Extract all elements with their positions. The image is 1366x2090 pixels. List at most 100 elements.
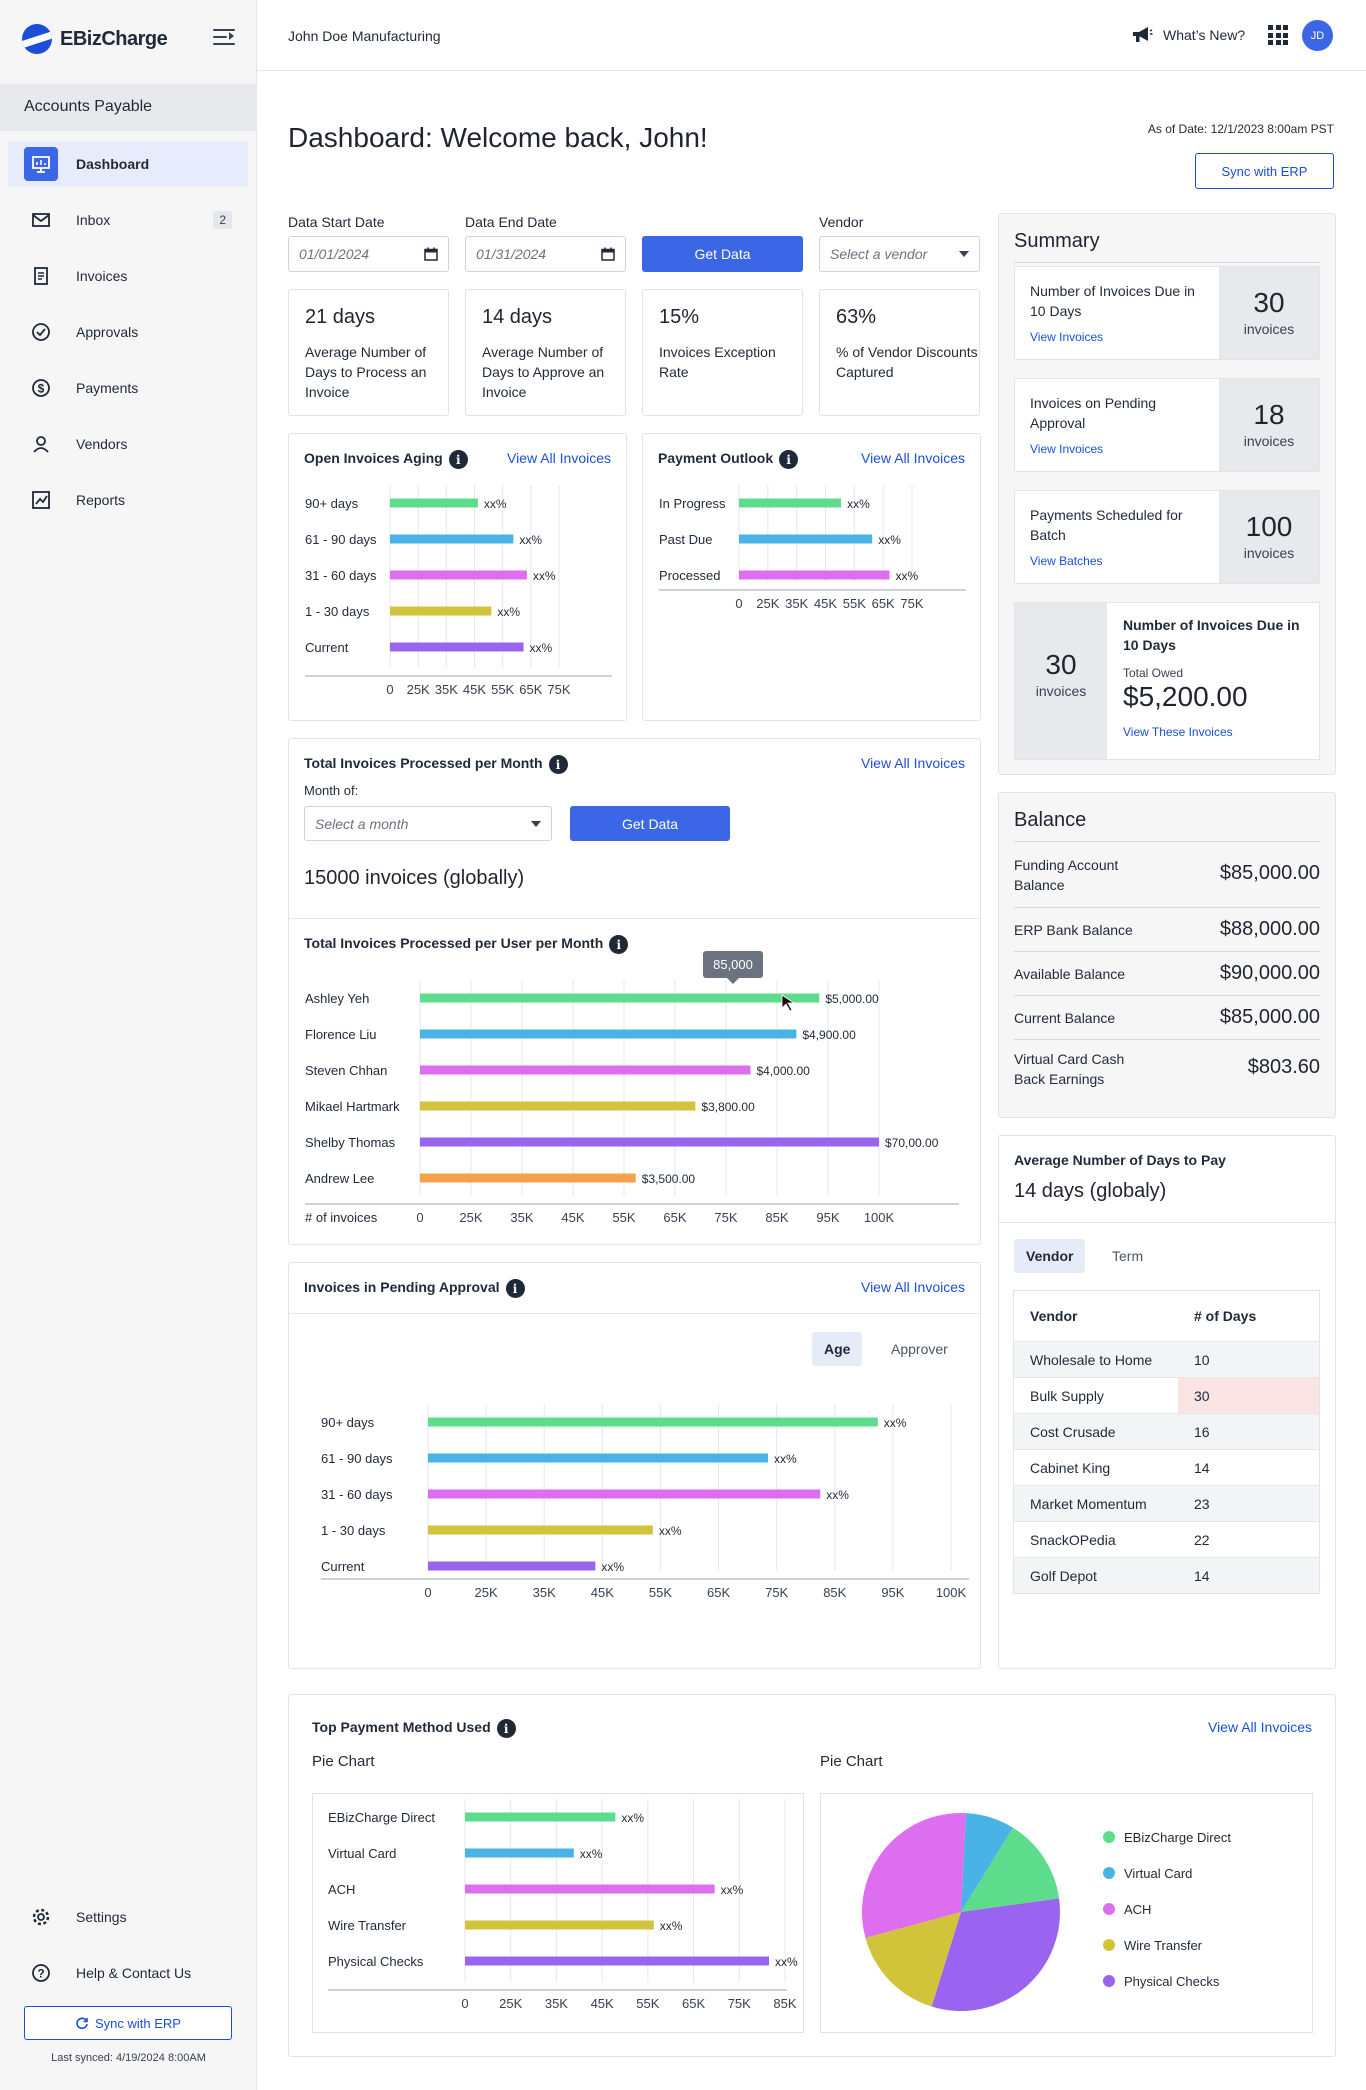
start-date-field[interactable]: 01/01/2024: [288, 236, 449, 272]
info-icon[interactable]: i: [609, 935, 629, 954]
view-all-invoices-link[interactable]: View All Invoices: [860, 450, 965, 466]
stat-value: 63%: [836, 306, 877, 328]
sidebar-item-help[interactable]: ? Help & Contact Us: [8, 1950, 248, 1996]
x-tick-label: 75K: [714, 1210, 737, 1225]
legend-marker: [1103, 1831, 1115, 1843]
vendor-cell: Wholesale to Home: [1030, 1351, 1153, 1368]
x-tick-label: 85K: [765, 1210, 788, 1225]
bar-data-label: $70,00.00: [885, 1136, 939, 1150]
tooltip-pointer: [727, 978, 739, 984]
bar-data-label: xx%: [775, 1955, 798, 1969]
get-data-button[interactable]: Get Data: [642, 236, 803, 272]
days-to-pay-value: 14 days (globaly): [1014, 1180, 1167, 1202]
category-label: 31 - 60 days: [321, 1487, 393, 1502]
legend-marker: [1103, 1975, 1115, 1987]
card-title: Invoices in Pending Approval i: [304, 1279, 525, 1298]
chevron-down-icon: [531, 820, 541, 827]
sync-erp-button[interactable]: Sync with ERP: [1195, 153, 1334, 189]
x-tick-label: 55K: [491, 682, 514, 697]
category-label: 31 - 60 days: [305, 568, 377, 583]
aging-chart: 0 25K 35K 45K 55K 65K 75K 90+ days xx% 61 - 90 da…: [305, 485, 612, 697]
as-of-date: As of Date: 12/1/2023 8:00am PST: [1147, 122, 1334, 136]
tab-age[interactable]: Age: [812, 1332, 863, 1366]
card-title: Open Invoices Aging i: [304, 450, 468, 469]
table-row[interactable]: Market Momentum 23: [1014, 1485, 1319, 1521]
page-title: Dashboard: Welcome back, John!: [288, 122, 708, 153]
summary-count-value: 30: [1253, 287, 1285, 318]
category-label: Steven Chhan: [305, 1063, 387, 1078]
tab-term[interactable]: Term: [1112, 1248, 1144, 1264]
table-row[interactable]: Golf Depot 14: [1014, 1557, 1319, 1593]
view-these-invoices-link[interactable]: View These Invoices: [1123, 725, 1233, 739]
x-tick-label: 75K: [900, 596, 923, 611]
info-icon[interactable]: i: [448, 450, 468, 469]
month-select[interactable]: Select a month: [304, 806, 552, 841]
bar-data-label: xx%: [530, 641, 553, 655]
vendor-select[interactable]: Select a vendor: [819, 236, 980, 272]
days-to-pay-title: Average Number of Days to Pay: [1014, 1152, 1226, 1168]
summary-row: Payments Scheduled for Batch View Batche…: [1014, 490, 1320, 584]
end-date-field[interactable]: 01/31/2024: [465, 236, 626, 272]
pie-slice: [931, 1898, 1060, 2011]
balance-value: $85,000.00: [1219, 862, 1320, 884]
category-label: 61 - 90 days: [305, 532, 377, 547]
sidebar: EBizCharge Accounts Payable Dashboard In…: [0, 0, 257, 2090]
card-title: Total Invoices Processed per User per Mo…: [304, 935, 629, 954]
feature-count-value: 30: [1045, 649, 1077, 680]
stat-value: 14 days: [482, 306, 553, 328]
sidebar-item-inbox[interactable]: Inbox 2: [8, 197, 248, 243]
view-all-invoices-link[interactable]: View All Invoices: [1207, 1719, 1312, 1735]
summary-count-unit: invoices: [1243, 545, 1295, 561]
sidebar-item-approvals[interactable]: Approvals: [8, 309, 248, 355]
view-invoices-link[interactable]: View Invoices: [1030, 330, 1104, 344]
table-row[interactable]: Cabinet King 14: [1014, 1449, 1319, 1485]
x-tick-label: 35K: [545, 1996, 568, 2011]
balance-label: Funding Account Balance: [1014, 857, 1119, 893]
app-grid-icon[interactable]: [1268, 25, 1288, 45]
sidebar-item-settings[interactable]: Settings: [8, 1894, 248, 1940]
payment-method-pie-chart: EBizCharge Direct Virtual Card ACH Wire Tra…: [862, 1813, 1231, 2011]
view-invoices-link[interactable]: View Invoices: [1030, 442, 1104, 456]
table-row[interactable]: SnackOPedia 22: [1014, 1521, 1319, 1557]
sidebar-sync-erp-button[interactable]: Sync with ERP: [24, 2006, 232, 2040]
get-data-button[interactable]: Get Data: [570, 806, 730, 841]
view-all-invoices-link[interactable]: View All Invoices: [860, 755, 965, 771]
stat-value: 15%: [659, 306, 700, 328]
view-all-invoices-link[interactable]: View All Invoices: [506, 450, 611, 466]
whats-new-button[interactable]: What’s New?: [1131, 26, 1245, 44]
view-all-invoices-link[interactable]: View All Invoices: [860, 1279, 965, 1295]
avatar[interactable]: JD: [1302, 20, 1333, 51]
legend-label: Physical Checks: [1124, 1974, 1220, 1989]
collapse-menu-icon[interactable]: [213, 28, 235, 46]
tab-vendor[interactable]: Vendor: [1014, 1239, 1086, 1273]
divider: [289, 1313, 980, 1314]
table-row[interactable]: Cost Crusade 16: [1014, 1413, 1319, 1449]
info-icon[interactable]: i: [779, 450, 799, 469]
sidebar-item-invoices[interactable]: Invoices: [8, 253, 248, 299]
sidebar-item-dashboard[interactable]: Dashboard: [8, 141, 248, 187]
days-cell: 22: [1194, 1531, 1210, 1548]
info-icon[interactable]: i: [496, 1719, 516, 1738]
info-icon[interactable]: i: [505, 1279, 525, 1298]
feature-title: Number of Invoices Due in 10 Days: [1123, 617, 1300, 653]
table-row[interactable]: Wholesale to Home 10: [1014, 1341, 1319, 1377]
sidebar-item-label: Inbox: [76, 212, 111, 228]
balance-label: Current Balance: [1014, 1010, 1116, 1026]
top-bar: John Doe Manufacturing What’s New? JD: [257, 0, 1366, 71]
tab-approver[interactable]: Approver: [891, 1341, 948, 1357]
table-row[interactable]: Bulk Supply 30: [1014, 1377, 1319, 1413]
sidebar-item-reports[interactable]: Reports: [8, 477, 248, 523]
info-icon[interactable]: i: [548, 755, 568, 774]
sidebar-item-payments[interactable]: $ Payments: [8, 365, 248, 411]
bar: [420, 1137, 879, 1147]
category-label: EBizCharge Direct: [328, 1810, 435, 1825]
check-circle-icon: [24, 315, 58, 349]
monthly-title: Total Invoices Processed per Month: [304, 755, 543, 772]
vendor-cell: SnackOPedia: [1030, 1531, 1116, 1548]
days-cell: 10: [1194, 1351, 1210, 1368]
bar: [420, 1029, 797, 1039]
view-batches-link[interactable]: View Batches: [1030, 554, 1103, 568]
bar-data-label: xx%: [884, 1416, 907, 1430]
sidebar-item-vendors[interactable]: Vendors: [8, 421, 248, 467]
pending-chart: 0 25K 35K 45K 55K 65K 75K 85K 95K 100K 90+ days xx%…: [321, 1404, 969, 1600]
